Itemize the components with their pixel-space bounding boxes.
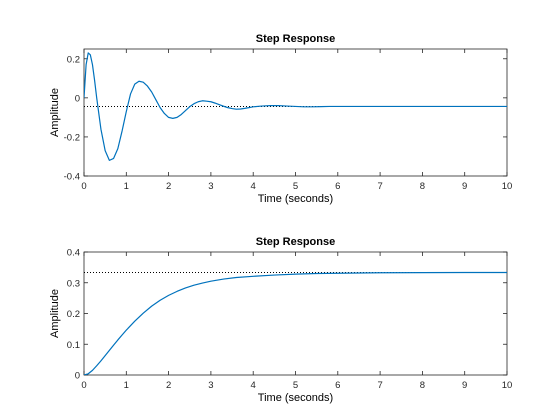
x-tick-label: 3 <box>208 380 213 391</box>
x-tick-label: 7 <box>377 181 382 192</box>
x-axis-label: Time (seconds) <box>258 193 333 205</box>
x-tick-label: 7 <box>377 380 382 391</box>
y-tick-label: -0.2 <box>64 132 80 143</box>
x-tick-label: 8 <box>420 181 425 192</box>
x-tick-label: 4 <box>251 380 256 391</box>
x-tick-label: 6 <box>335 181 340 192</box>
y-axis-label: Amplitude <box>49 289 61 338</box>
x-tick-label: 1 <box>124 380 129 391</box>
x-axis-label: Time (seconds) <box>258 392 333 404</box>
step-response-plot-top: 0 1 2 3 4 5 6 7 8 9 10 -0.4 -0.2 0 0.2 Step Response Tim… <box>49 33 512 205</box>
step-response-plot-bottom: 0 1 2 3 4 5 6 7 8 9 10 0 0.1 0.2 0.3 0.4 Step Response Ti… <box>49 236 512 404</box>
x-tick-label: 4 <box>251 181 256 192</box>
y-tick-label: 0.3 <box>67 278 80 289</box>
plot-area <box>83 251 508 376</box>
x-tick-label: 10 <box>502 380 513 391</box>
y-tick-label: 0 <box>75 371 80 382</box>
y-tick-label: 0.1 <box>67 340 80 351</box>
x-tick-label: 2 <box>166 380 171 391</box>
x-tick-label: 9 <box>462 380 467 391</box>
y-tick-label: 0.2 <box>67 309 80 320</box>
x-tick-label: 3 <box>208 181 213 192</box>
y-tick-label: 0.4 <box>67 248 80 259</box>
step-response-line <box>84 271 507 375</box>
x-tick-label: 0 <box>81 380 86 391</box>
x-tick-label: 8 <box>420 380 425 391</box>
step-response-line <box>84 52 507 161</box>
x-tick-label: 5 <box>293 380 298 391</box>
y-tick-label: 0 <box>75 93 80 104</box>
x-tick-label: 1 <box>124 181 129 192</box>
x-tick-label: 0 <box>81 181 86 192</box>
x-tick-label: 6 <box>335 380 340 391</box>
y-tick-label: 0.2 <box>67 54 80 65</box>
x-tick-label: 2 <box>166 181 171 192</box>
chart-title: Step Response <box>256 33 335 45</box>
plot-area <box>83 48 508 177</box>
y-axis-label: Amplitude <box>49 88 61 137</box>
x-tick-label: 10 <box>502 181 513 192</box>
chart-title: Step Response <box>256 236 335 248</box>
x-tick-label: 9 <box>462 181 467 192</box>
y-tick-label: -0.4 <box>64 172 80 183</box>
x-tick-label: 5 <box>293 181 298 192</box>
